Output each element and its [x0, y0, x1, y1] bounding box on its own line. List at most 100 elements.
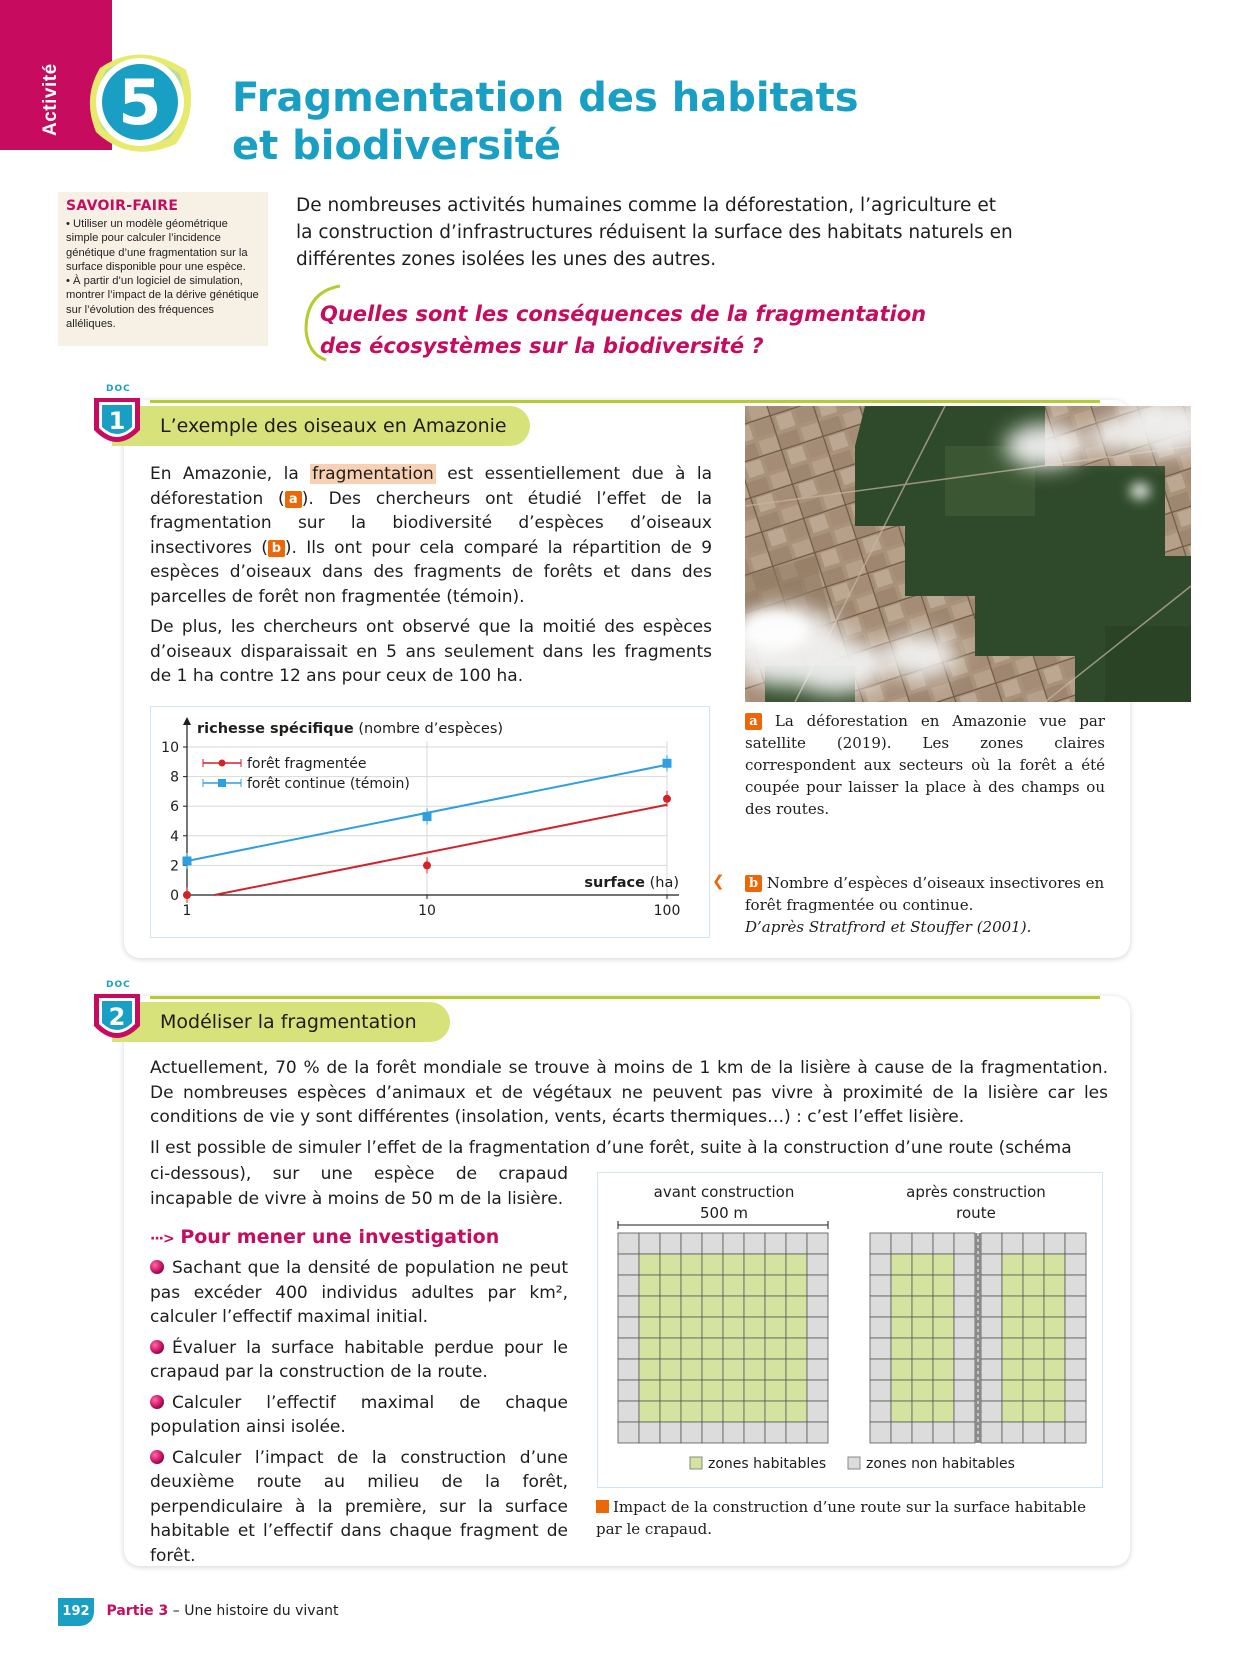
non-habitable-cell: [1064, 1253, 1087, 1276]
habitable-cell: [764, 1295, 787, 1318]
data-point: [182, 856, 192, 866]
habitable-cell: [785, 1253, 808, 1276]
caption-tag-b: b: [745, 875, 762, 892]
non-habitable-cell: [806, 1316, 829, 1339]
caption-tag-a: a: [745, 713, 762, 730]
habitable-cell: [890, 1337, 913, 1360]
habitable-cell: [701, 1274, 724, 1297]
page-title-line2: et biodiversité: [232, 123, 562, 169]
habitable-cell: [1043, 1337, 1066, 1360]
habitable-cell: [1043, 1316, 1066, 1339]
habitable-cell: [764, 1253, 787, 1276]
habitable-cell: [722, 1337, 745, 1360]
habitable-cell: [785, 1358, 808, 1381]
habitable-cell: [743, 1337, 766, 1360]
habitable-cell: [659, 1358, 682, 1381]
non-habitable-cell: [869, 1400, 892, 1423]
x-axis-label: surface (ha): [584, 875, 679, 891]
doc2-caption-text: Impact de la construction d’une route su…: [596, 1498, 1086, 1538]
habitable-cell: [764, 1379, 787, 1402]
habitable-cell: [722, 1316, 745, 1339]
habitable-cell: [743, 1274, 766, 1297]
non-habitable-cell: [1064, 1295, 1087, 1318]
non-habitable-cell: [680, 1421, 703, 1444]
bullet-icon: [150, 1339, 164, 1354]
non-habitable-cell: [953, 1274, 976, 1297]
non-habitable-cell: [638, 1232, 661, 1255]
investigation-list: Sachant que la densité de population ne …: [150, 1256, 568, 1574]
non-habitable-cell: [869, 1379, 892, 1402]
habitable-cell: [1001, 1337, 1024, 1360]
non-habitable-cell: [701, 1232, 724, 1255]
y-tick-label: 2: [170, 858, 179, 874]
problem-question-line1: Quelles sont les conséquences de la frag…: [320, 302, 927, 326]
habitable-cell: [1001, 1316, 1024, 1339]
habitable-cell: [638, 1337, 661, 1360]
data-point: [183, 891, 191, 899]
savoir-faire-item: • Utiliser un modèle géométrique simple …: [66, 218, 248, 273]
non-habitable-cell: [617, 1337, 640, 1360]
non-habitable-cell: [953, 1295, 976, 1318]
non-habitable-cell: [806, 1274, 829, 1297]
non-habitable-cell: [869, 1421, 892, 1444]
grid-before: [617, 1221, 829, 1444]
y-tick-label: 8: [170, 770, 179, 786]
non-habitable-cell: [911, 1232, 934, 1255]
non-habitable-cell: [617, 1421, 640, 1444]
non-habitable-cell: [785, 1421, 808, 1444]
non-habitable-cell: [806, 1295, 829, 1318]
habitable-cell: [680, 1379, 703, 1402]
habitable-cell: [785, 1400, 808, 1423]
species-chart-svg: 0 2 4 6 8 10 1 10 100 richesse spécifique (nombre…: [161, 717, 680, 919]
non-habitable-cell: [980, 1358, 1003, 1381]
non-habitable-cell: [953, 1400, 976, 1423]
habitable-cell: [911, 1316, 934, 1339]
habitable-cell: [911, 1337, 934, 1360]
y-tick-label: 0: [170, 888, 179, 904]
habitable-cell: [722, 1400, 745, 1423]
habitable-cell: [1022, 1379, 1045, 1402]
habitable-cell: [659, 1337, 682, 1360]
part-label: Partie 3: [106, 1603, 169, 1619]
habitable-cell: [1022, 1295, 1045, 1318]
non-habitable-cell: [953, 1379, 976, 1402]
non-habitable-cell: [680, 1232, 703, 1255]
habitable-cell: [743, 1253, 766, 1276]
bullet-icon: [150, 1260, 164, 1274]
keyword-highlight[interactable]: fragmentation: [310, 464, 436, 484]
habitable-cell: [638, 1253, 661, 1276]
non-habitable-cell: [1064, 1400, 1087, 1423]
before-title: avant construction: [654, 1183, 795, 1201]
non-habitable-cell: [806, 1400, 829, 1423]
non-habitable-cell: [806, 1232, 829, 1255]
habitable-cell: [680, 1295, 703, 1318]
non-habitable-cell: [869, 1316, 892, 1339]
non-habitable-cell: [953, 1316, 976, 1339]
non-habitable-cell: [980, 1379, 1003, 1402]
non-habitable-cell: [806, 1379, 829, 1402]
satellite-photo: [745, 406, 1191, 702]
doc2-label: DOC: [106, 980, 131, 990]
savoir-faire-title: SAVOIR-FAIRE: [66, 198, 179, 214]
bullet-icon: [150, 1394, 164, 1409]
y-axis-label: richesse spécifique (nombre d’espèces): [197, 721, 503, 737]
habitable-cell: [911, 1253, 934, 1276]
non-habitable-cell: [617, 1232, 640, 1255]
non-habitable-cell: [1064, 1274, 1087, 1297]
habitable-cell: [1001, 1358, 1024, 1381]
caption-square-icon: [596, 1500, 609, 1513]
non-habitable-cell: [638, 1421, 661, 1444]
habitable-cell: [932, 1274, 955, 1297]
habitable-cell: [932, 1295, 955, 1318]
non-habitable-cell: [869, 1358, 892, 1381]
habitable-cell: [743, 1316, 766, 1339]
non-habitable-cell: [806, 1421, 829, 1444]
non-habitable-cell: [980, 1400, 1003, 1423]
fragmentation-diagram-svg: avant construction 500 m après construct…: [617, 1183, 1087, 1472]
habitable-cell: [701, 1379, 724, 1402]
habitable-cell: [1043, 1400, 1066, 1423]
habitable-cell: [890, 1274, 913, 1297]
after-road-label: route: [956, 1204, 996, 1222]
habitable-cell: [680, 1337, 703, 1360]
y-tick-label: 10: [161, 740, 179, 756]
